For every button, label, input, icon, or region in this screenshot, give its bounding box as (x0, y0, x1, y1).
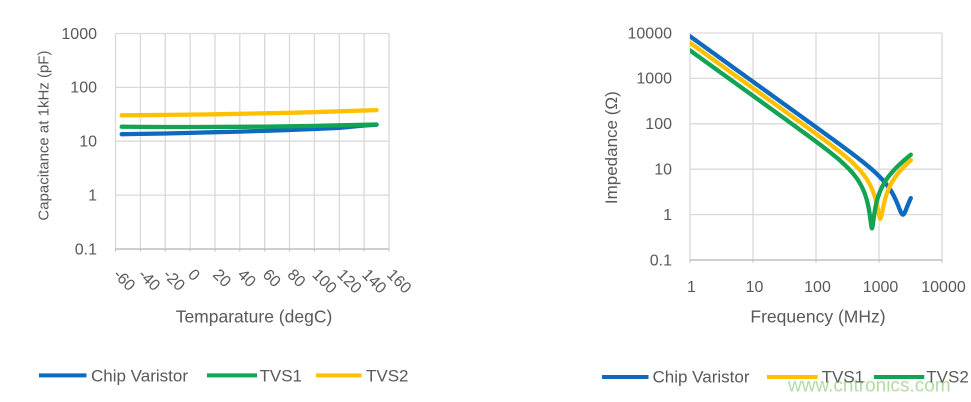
svg-text:1: 1 (88, 187, 97, 204)
svg-text:100: 100 (70, 80, 97, 97)
svg-text:10000: 10000 (628, 25, 673, 42)
svg-text:Chip Varistor: Chip Varistor (91, 367, 188, 386)
svg-text:1: 1 (687, 279, 696, 296)
svg-text:Capacitance at 1kHz (pF): Capacitance at 1kHz (pF) (35, 51, 52, 221)
svg-text:10000: 10000 (921, 279, 966, 296)
svg-text:TVS2: TVS2 (366, 367, 409, 386)
svg-text:Temparature (degC): Temparature (degC) (176, 307, 333, 327)
svg-text:TVS1: TVS1 (260, 367, 303, 386)
svg-text:Frequency (MHz): Frequency (MHz) (750, 307, 885, 327)
svg-text:TVS1: TVS1 (822, 368, 865, 387)
svg-text:0.1: 0.1 (650, 252, 672, 269)
svg-text:10: 10 (654, 162, 672, 179)
svg-text:10: 10 (746, 279, 764, 296)
svg-text:Chip Varistor: Chip Varistor (653, 368, 750, 387)
svg-text:TVS2: TVS2 (926, 368, 969, 387)
svg-text:1: 1 (663, 207, 672, 224)
svg-text:Impedance (Ω): Impedance (Ω) (602, 91, 621, 204)
svg-text:1000: 1000 (863, 279, 899, 296)
svg-text:1000: 1000 (61, 26, 97, 43)
svg-text:100: 100 (645, 116, 672, 133)
svg-text:10: 10 (79, 134, 97, 151)
svg-text:100: 100 (804, 279, 831, 296)
svg-text:1000: 1000 (636, 71, 672, 88)
svg-text:0.1: 0.1 (75, 241, 97, 258)
svg-text:www.chtronics.com: www.chtronics.com (787, 376, 951, 397)
